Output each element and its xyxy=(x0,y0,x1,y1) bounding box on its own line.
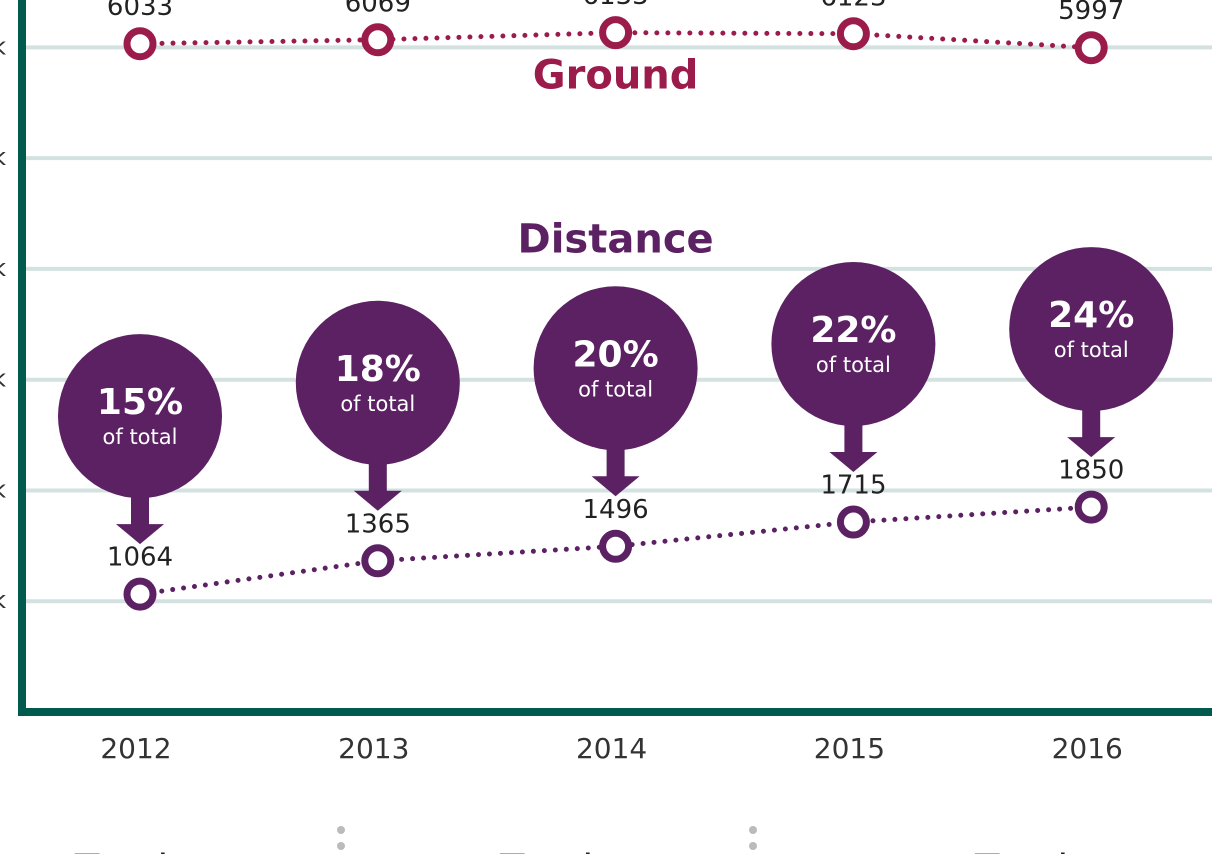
bubble xyxy=(295,300,460,465)
value-label: 1496 xyxy=(583,495,649,525)
share-bubble: 18%of total xyxy=(295,300,460,511)
x-tick-label: 2015 xyxy=(814,732,885,765)
value-label: 1715 xyxy=(820,471,886,501)
bubble xyxy=(1009,247,1174,412)
point xyxy=(599,16,633,50)
bubble xyxy=(533,286,698,451)
y-tick-label: 6k xyxy=(0,32,6,60)
bubble-arrow-head xyxy=(829,452,878,473)
value-label: 6033 xyxy=(107,0,173,22)
series-label: Distance xyxy=(518,216,714,262)
value-label: 5997 xyxy=(1058,0,1124,26)
share-bubble: 20%of total xyxy=(533,286,698,497)
x-tick-label: 2014 xyxy=(576,732,647,765)
footer-label: Total xyxy=(499,847,593,854)
bubble-arrow-head xyxy=(591,476,640,497)
value-label: 6069 xyxy=(345,0,411,18)
bubble-arrow-head xyxy=(1067,437,1116,458)
share-bubble: 22%of total xyxy=(771,262,936,473)
footer-label: Total xyxy=(74,847,168,854)
point xyxy=(361,23,395,57)
share-text: of total xyxy=(103,425,178,449)
bubble-arrow-head xyxy=(353,490,402,511)
bubble-arrow-stem xyxy=(368,452,387,493)
x-tick-label: 2013 xyxy=(338,732,409,765)
x-tick-label: 2016 xyxy=(1052,732,1123,765)
value-label: 6123 xyxy=(820,0,886,12)
separator-dot xyxy=(749,842,757,850)
share-text: of total xyxy=(340,392,415,416)
share-label: 22% xyxy=(810,310,896,351)
value-label: 1365 xyxy=(345,509,411,539)
footer-label: Total xyxy=(974,847,1068,854)
y-tick-label: 3k xyxy=(0,365,6,393)
bubble xyxy=(58,334,222,499)
bubble-arrow-stem xyxy=(606,438,625,479)
series-label: Ground xyxy=(533,53,699,99)
y-tick-label: 5k xyxy=(0,143,6,171)
value-label: 6133 xyxy=(583,0,649,11)
separator-dot xyxy=(337,826,345,834)
share-bubble: 15%of total xyxy=(58,334,222,545)
x-tick-label: 2012 xyxy=(100,732,171,765)
share-text: of total xyxy=(816,353,891,377)
share-bubble: 24%of total xyxy=(1009,247,1174,458)
share-label: 18% xyxy=(335,349,421,390)
point xyxy=(1074,490,1108,524)
series-line xyxy=(137,30,1094,51)
point xyxy=(361,544,395,578)
separator-dot xyxy=(749,826,757,834)
value-label: 1064 xyxy=(107,543,173,573)
bubble-arrow-stem xyxy=(131,486,149,527)
share-text: of total xyxy=(1054,338,1129,362)
separator-dot xyxy=(337,842,345,850)
point xyxy=(1074,31,1108,65)
point xyxy=(599,529,633,563)
y-tick-label: 1k xyxy=(0,586,6,614)
y-tick-label: 4k xyxy=(0,254,6,282)
y-tick-label: 2k xyxy=(0,475,6,503)
share-text: of total xyxy=(578,377,653,401)
bubble xyxy=(771,262,936,427)
point xyxy=(836,17,870,51)
bubble-arrow-stem xyxy=(844,414,863,455)
point xyxy=(123,27,157,61)
point xyxy=(123,577,157,611)
value-label: 1850 xyxy=(1058,456,1124,486)
share-label: 15% xyxy=(97,382,183,423)
bubble-arrow-head xyxy=(116,524,164,545)
bubble-arrow-stem xyxy=(1082,399,1101,440)
share-label: 24% xyxy=(1048,295,1134,336)
share-label: 20% xyxy=(573,334,659,375)
point xyxy=(836,505,870,539)
